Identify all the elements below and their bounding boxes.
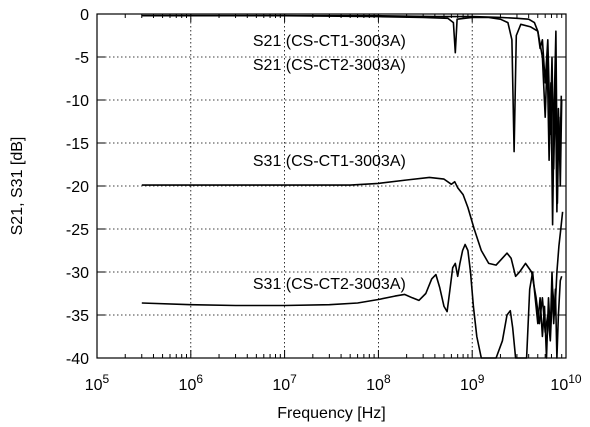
- x-tick-label: 107: [272, 372, 297, 394]
- y-tick-label: -10: [66, 93, 89, 110]
- grid: [97, 14, 566, 358]
- axis-ticks: [96, 13, 567, 359]
- series-line-3: [141, 176, 564, 342]
- x-tick-exponent: 8: [384, 372, 391, 386]
- x-tick-exponent: 10: [568, 372, 582, 386]
- series-line-2: [141, 14, 563, 213]
- x-tick-base: 10: [550, 377, 568, 394]
- series-annotation: S31 (CS-CT1-3003A): [253, 153, 406, 170]
- series-line-4: [141, 243, 563, 359]
- y-tick-label: -25: [66, 222, 89, 239]
- x-axis-title: Frequency [Hz]: [277, 405, 385, 422]
- x-tick-exponent: 5: [103, 372, 110, 386]
- x-tick-label: 109: [460, 372, 485, 394]
- y-tick-label: -5: [75, 50, 89, 67]
- x-tick-label: 108: [366, 372, 391, 394]
- x-tick-base: 10: [179, 377, 197, 394]
- x-tick-base: 10: [460, 377, 478, 394]
- x-tick-base: 10: [366, 377, 384, 394]
- y-tick-label: 0: [80, 7, 89, 24]
- series-group: [141, 14, 564, 359]
- y-tick-label: -20: [66, 179, 89, 196]
- y-tick-labels: 0 -5 -10 -15 -20 -25 -30 -35 -40: [66, 7, 89, 368]
- x-tick-label: 106: [179, 372, 204, 394]
- x-tick-exponent: 7: [290, 372, 297, 386]
- series-annotation: S21 (CS-CT1-3003A): [253, 33, 406, 50]
- y-axis-title: S21, S31 [dB]: [9, 137, 26, 236]
- x-tick-labels: 105 106 107 108 109 1010: [85, 372, 582, 394]
- x-tick-base: 10: [272, 377, 290, 394]
- x-tick-exponent: 9: [478, 372, 485, 386]
- annotations: S21 (CS-CT1-3003A) S21 (CS-CT2-3003A) S31 …: [253, 33, 406, 293]
- x-tick-label: 105: [85, 372, 110, 394]
- series-annotation: S21 (CS-CT2-3003A): [253, 57, 406, 74]
- y-tick-label: -30: [66, 265, 89, 282]
- series-annotation: S31 (CS-CT2-3003A): [253, 276, 406, 293]
- y-tick-label: -15: [66, 136, 89, 153]
- x-tick-label: 1010: [550, 372, 581, 394]
- x-tick-base: 10: [85, 377, 103, 394]
- x-tick-exponent: 6: [196, 372, 203, 386]
- y-tick-label: -35: [66, 308, 89, 325]
- y-tick-label: -40: [66, 351, 89, 368]
